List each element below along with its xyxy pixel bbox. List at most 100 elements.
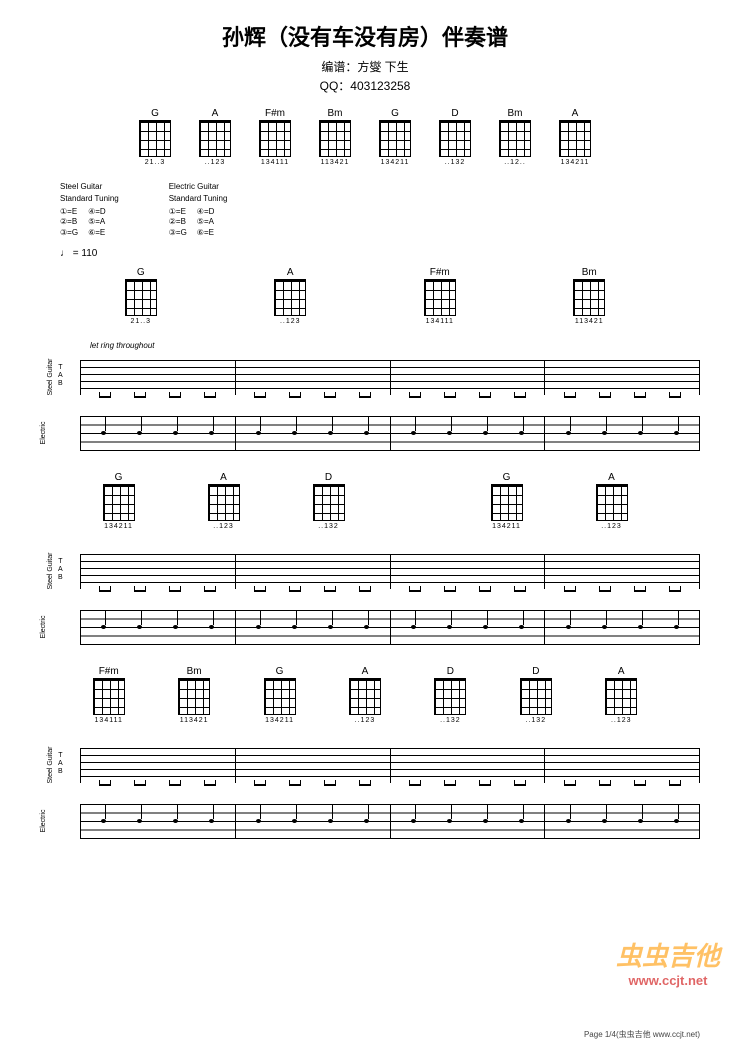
chord-name: D bbox=[451, 108, 458, 119]
chord-diagram: G134211 bbox=[103, 472, 135, 530]
chord-diagram: G 134211 bbox=[491, 472, 523, 530]
tempo: ♩ = 110 bbox=[30, 248, 700, 259]
chord-name: D bbox=[325, 472, 332, 483]
chord-fingering: ..12.. bbox=[504, 159, 526, 166]
chord-fingering: 134211 bbox=[104, 523, 133, 530]
tuning-block: Electric Guitar Standard Tuning ①=E②=B③=G ④… bbox=[169, 182, 228, 238]
system: Steel GuitarTABElectric bbox=[30, 352, 700, 458]
tuning-string: ⑥=E bbox=[197, 228, 215, 238]
chord-diagram: F#m 134111 bbox=[424, 267, 456, 325]
chord-grid bbox=[520, 679, 552, 715]
chord-diagram: D ..132 bbox=[434, 666, 466, 724]
qq-line: QQ：403123258 bbox=[30, 77, 700, 94]
staff: Electric bbox=[60, 796, 700, 846]
chord-grid bbox=[379, 121, 411, 157]
chord-fingering: 134211 bbox=[492, 523, 521, 530]
chord-diagram: A..123 bbox=[208, 472, 240, 530]
note-row bbox=[80, 602, 700, 652]
chord-diagram: G 21..3 bbox=[125, 267, 157, 325]
chord-grid bbox=[313, 485, 345, 521]
tuning-column: ①=E②=B③=G bbox=[169, 207, 187, 238]
chord-grid bbox=[605, 679, 637, 715]
tab-badge: TAB bbox=[58, 558, 63, 582]
beam-row bbox=[80, 586, 700, 594]
chord-fingering: ..123 bbox=[205, 159, 226, 166]
chord-diagram: F#m 134111 bbox=[259, 108, 291, 166]
chord-name: G bbox=[503, 472, 511, 483]
tuning-column: ①=E②=B③=G bbox=[60, 207, 78, 238]
chord-name: F#m bbox=[99, 666, 119, 677]
chord-name: A bbox=[572, 108, 579, 119]
chord-fingering: ..123 bbox=[601, 523, 622, 530]
chord-fingering: 113421 bbox=[321, 159, 350, 166]
chord-fingering: ..123 bbox=[280, 318, 301, 325]
staff-label: Steel Guitar bbox=[47, 552, 54, 589]
beam-row bbox=[80, 780, 700, 788]
chord-grid bbox=[103, 485, 135, 521]
tuning-column: ④=D⑤=A⑥=E bbox=[197, 207, 215, 238]
tuning-string: ③=G bbox=[169, 228, 187, 238]
tuning-subtitle: Standard Tuning bbox=[169, 194, 228, 204]
chord-grid bbox=[573, 280, 605, 316]
chord-name: G bbox=[391, 108, 399, 119]
note-row bbox=[80, 796, 700, 846]
chord-diagram: A..123 bbox=[596, 472, 628, 530]
chord-fingering: ..123 bbox=[213, 523, 234, 530]
chord-name: G bbox=[151, 108, 159, 119]
staff: Electric bbox=[60, 408, 700, 458]
subtitle: 编谱：方燮 下生 bbox=[30, 58, 700, 75]
tuning-string: ②=B bbox=[60, 217, 78, 227]
chord-name: F#m bbox=[265, 108, 285, 119]
chord-fingering: ..132 bbox=[440, 717, 461, 724]
chord-fingering: 134211 bbox=[381, 159, 410, 166]
chord-fingering: 134111 bbox=[261, 159, 289, 166]
tuning-column: ④=D⑤=A⑥=E bbox=[88, 207, 106, 238]
tuning-string: ④=D bbox=[88, 207, 106, 217]
chord-grid bbox=[499, 121, 531, 157]
chord-grid bbox=[491, 485, 523, 521]
chord-diagram: A134211 bbox=[559, 108, 591, 166]
chord-fingering: 134111 bbox=[426, 318, 454, 325]
watermark-title: 虫虫吉他 bbox=[616, 936, 720, 973]
chord-name: G bbox=[137, 267, 145, 278]
chord-fingering: 134211 bbox=[265, 717, 294, 724]
tuning-subtitle: Standard Tuning bbox=[60, 194, 119, 204]
system: Steel GuitarTABElectric bbox=[30, 546, 700, 652]
chord-name: Bm bbox=[582, 267, 597, 278]
chord-name: A bbox=[212, 108, 219, 119]
chord-fingering: ..132 bbox=[445, 159, 466, 166]
chord-name: D bbox=[447, 666, 454, 677]
chord-name: A bbox=[362, 666, 369, 677]
tuning-string: ①=E bbox=[169, 207, 187, 217]
tuning-string: ⑥=E bbox=[88, 228, 106, 238]
chord-diagram: Bm113421 bbox=[573, 267, 605, 325]
chord-diagram: F#m134111 bbox=[93, 666, 125, 724]
chord-grid bbox=[434, 679, 466, 715]
page-footer: Page 1/4(虫虫吉他 www.ccjt.net) bbox=[584, 1029, 700, 1040]
chord-grid bbox=[424, 280, 456, 316]
top-chord-row: G 21..3 A ..123 F#m 134111 Bm 113421 G 134211 D ..1… bbox=[30, 108, 700, 166]
chord-name: Bm bbox=[328, 108, 343, 119]
chord-name: G bbox=[276, 666, 284, 677]
chord-diagram: G 21..3 bbox=[139, 108, 171, 166]
chord-diagram: A ..123 bbox=[199, 108, 231, 166]
chord-grid bbox=[199, 121, 231, 157]
chord-name: D bbox=[532, 666, 539, 677]
staff-label: Steel Guitar bbox=[47, 358, 54, 395]
note-row bbox=[80, 408, 700, 458]
chord-grid bbox=[139, 121, 171, 157]
staff: Steel GuitarTAB bbox=[60, 352, 700, 402]
chord-name: F#m bbox=[430, 267, 450, 278]
chord-name: A bbox=[287, 267, 294, 278]
chord-name: A bbox=[618, 666, 625, 677]
chord-grid bbox=[559, 121, 591, 157]
tuning-title: Steel Guitar bbox=[60, 182, 119, 192]
chord-fingering: 21..3 bbox=[130, 318, 151, 325]
tuning-row: Steel GuitarStandard Tuning①=E②=B③=G④=D⑤… bbox=[30, 182, 700, 238]
tuning-string: ⑤=A bbox=[197, 217, 215, 227]
tab-badge: TAB bbox=[58, 364, 63, 388]
tuning-string: ⑤=A bbox=[88, 217, 106, 227]
chord-fingering: 21..3 bbox=[145, 159, 166, 166]
system-chord-row: G 21..3 A ..123 F#m 134111 Bm113421 bbox=[30, 267, 700, 325]
tuning-title: Electric Guitar bbox=[169, 182, 228, 192]
